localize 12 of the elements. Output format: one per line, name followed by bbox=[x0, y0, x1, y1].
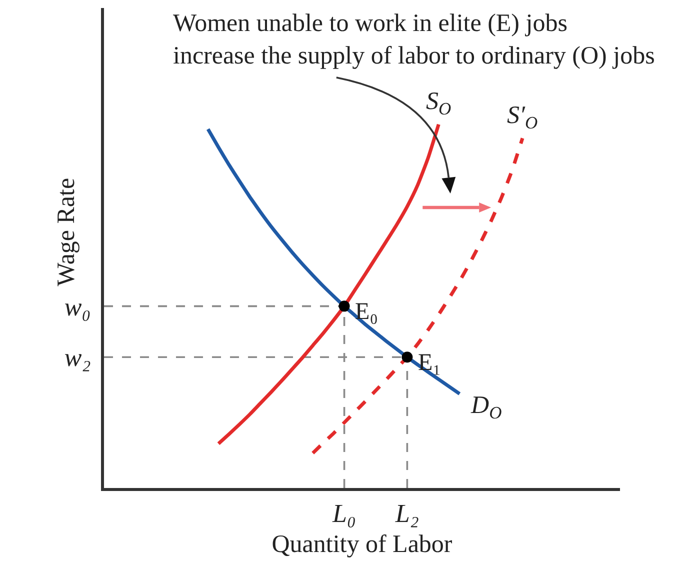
ref-line-label: w₂ bbox=[64, 343, 91, 372]
x-tick-label: L₀ bbox=[332, 499, 356, 528]
ref-line-label: w₀ bbox=[64, 292, 91, 322]
x-tick-label: L₂ bbox=[394, 499, 419, 528]
y-axis-title: Wage Rate bbox=[53, 178, 80, 286]
series-label: D$_{O}$ bbox=[470, 392, 502, 422]
annotation: E₁ bbox=[418, 350, 442, 376]
series-label: S′$_{O}$ bbox=[507, 102, 538, 132]
series-label: S$_{O}$ bbox=[426, 88, 452, 118]
text: Women unable to work in elite (E) jobs increase the supply of labor to ordinary (O) jobs bbox=[173, 10, 655, 70]
annotation: E₀ bbox=[355, 299, 378, 325]
x-axis-title: Quantity of Labor bbox=[272, 531, 453, 558]
